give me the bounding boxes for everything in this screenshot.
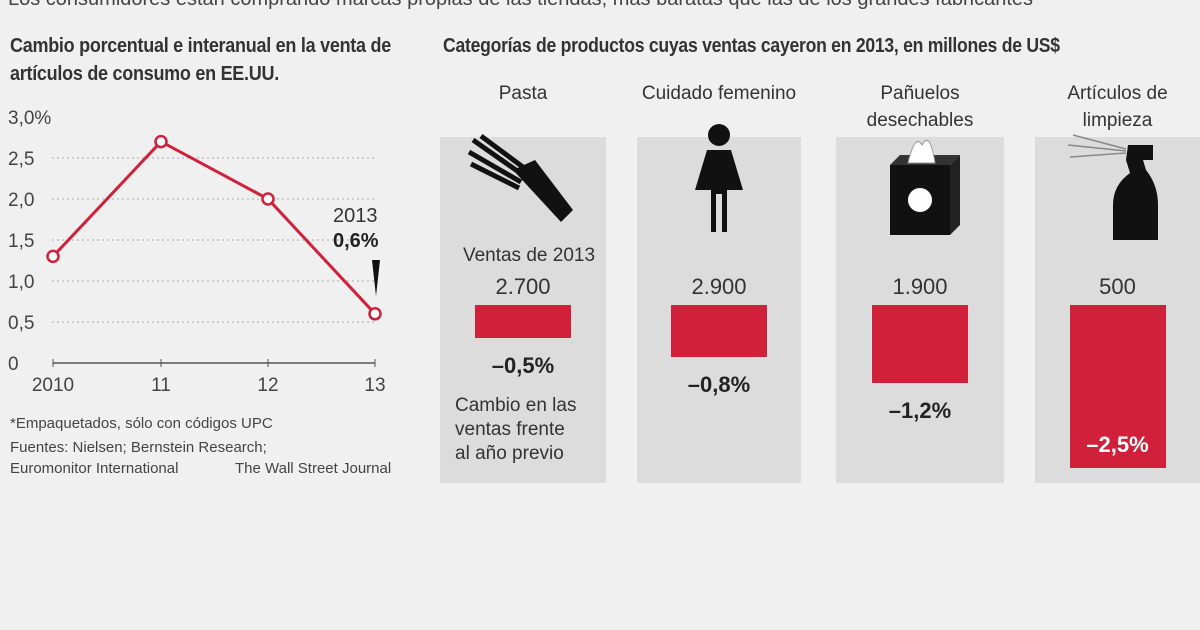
- series-line: [51, 139, 377, 315]
- sales-value: 1.900: [892, 274, 948, 299]
- change-explanation: ventas frente: [455, 419, 565, 440]
- bar-chart-title: Categorías de productos cuyas ventas cay…: [443, 35, 1060, 57]
- y-tick-label: 0,5: [8, 313, 34, 334]
- category-label: Pasta: [498, 83, 548, 104]
- change-explanation: al año previo: [455, 443, 564, 464]
- data-point: [261, 192, 275, 206]
- change-bar: [475, 305, 571, 338]
- headline: Los consumidores están comprando marcas …: [8, 0, 1033, 11]
- y-tick-label: 2,0: [8, 190, 34, 211]
- category-label: Artículos de: [1067, 83, 1168, 104]
- change-label: –0,5%: [491, 352, 555, 378]
- change-bar: [872, 305, 968, 383]
- change-bar: [1069, 305, 1166, 468]
- spray-bottle-icon: [1067, 134, 1158, 240]
- sales-value: 2.700: [495, 274, 551, 299]
- sources-2: Euromonitor International: [10, 460, 179, 477]
- data-point: [154, 134, 168, 149]
- change-label: –2,5%: [1086, 431, 1149, 457]
- sales-value: 500: [1099, 274, 1136, 299]
- y-tick-label: 3,0%: [8, 108, 51, 129]
- annotation-pointer: [372, 260, 380, 296]
- sales-label: Ventas de 2013: [462, 245, 596, 266]
- y-tick-label: 2,5: [8, 149, 34, 170]
- credit: The Wall Street Journal: [235, 460, 392, 477]
- pasta-icon: [467, 133, 573, 222]
- sources: Fuentes: Nielsen; Bernstein Research;: [10, 439, 267, 456]
- x-tick-label: 2010: [32, 375, 74, 396]
- footnote: *Empaquetados, sólo con códigos UPC: [10, 415, 273, 432]
- y-tick-label: 1,5: [8, 231, 34, 252]
- data-point: [368, 307, 382, 321]
- category-label: Cuidado femenino: [641, 83, 797, 104]
- annotation-value: 0,6%: [333, 230, 379, 252]
- change-label: –0,8%: [687, 372, 751, 397]
- category-label: desechables: [866, 110, 974, 131]
- x-tick-label: 11: [151, 375, 171, 396]
- tissue-box-icon: [890, 140, 960, 235]
- sales-value: 2.900: [691, 274, 747, 299]
- data-point: [46, 249, 60, 264]
- y-tick-label: 1,0: [8, 272, 34, 293]
- category-label: limpieza: [1082, 110, 1153, 131]
- change-explanation: Cambio en las: [455, 395, 577, 416]
- y-tick-label: 0: [8, 354, 19, 375]
- woman-icon: [695, 124, 743, 232]
- annotation-year: 2013: [333, 205, 378, 227]
- category-label: Pañuelos: [880, 83, 960, 104]
- line-chart: 3,0% 2,5 2,0 1,5 1,0 0,5 0 2010 11 12 13: [8, 108, 386, 396]
- x-tick-label: 13: [364, 375, 385, 396]
- change-bar: [671, 305, 767, 357]
- x-tick-label: 12: [257, 375, 278, 396]
- line-chart-title: Cambio porcentual e interanual en la ven…: [10, 35, 391, 85]
- change-label: –1,2%: [888, 398, 952, 423]
